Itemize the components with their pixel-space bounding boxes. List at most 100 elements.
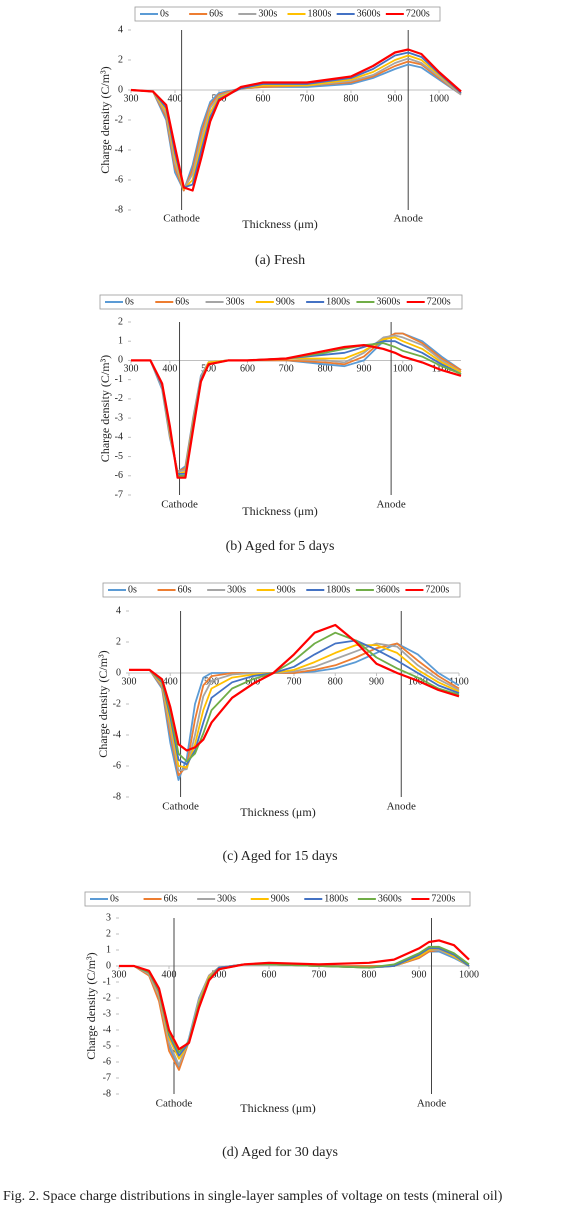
legend-label: 7200s: [425, 584, 449, 595]
series-line: [129, 639, 460, 766]
x-tick-label: 600: [256, 93, 271, 104]
y-tick-label: -1: [103, 976, 111, 987]
electrode-label: Cathode: [156, 1098, 193, 1110]
chart-caption: (a) Fresh: [255, 253, 305, 268]
x-axis-label: Thickness (μm): [240, 1101, 315, 1115]
x-tick-label: 300: [124, 364, 139, 375]
y-tick-label: -7: [115, 489, 123, 500]
legend-label: 1800s: [324, 893, 348, 904]
x-tick-label: 1000: [429, 93, 449, 104]
x-tick-label: 400: [163, 676, 178, 687]
legend-label: 60s: [175, 296, 189, 307]
x-axis-label: Thickness (μm): [240, 805, 315, 819]
y-tick-label: -2: [103, 992, 111, 1003]
x-tick-label: 500: [212, 969, 227, 980]
series-line: [119, 939, 470, 1051]
legend-label: 60s: [209, 8, 223, 19]
y-tick-label: 4: [118, 24, 123, 35]
legend-label: 7200s: [427, 296, 451, 307]
x-tick-label: 600: [240, 364, 255, 375]
x-tick-label: 300: [124, 93, 139, 104]
x-tick-label: 400: [162, 969, 177, 980]
x-tick-label: 900: [412, 969, 427, 980]
legend-label: 60s: [164, 893, 178, 904]
y-tick-label: 0: [118, 84, 123, 95]
x-tick-label: 300: [112, 969, 127, 980]
chart-caption: (c) Aged for 15 days: [222, 849, 337, 864]
series-line: [129, 642, 460, 772]
y-tick-label: -2: [115, 114, 123, 125]
x-tick-label: 800: [318, 364, 333, 375]
y-tick-label: 4: [116, 605, 121, 616]
chart-caption: (d) Aged for 30 days: [222, 1145, 338, 1160]
series-line: [129, 623, 460, 752]
y-axis-label: Charge density (C/m³): [84, 952, 98, 1059]
y-tick-label: 2: [116, 636, 121, 647]
x-tick-label: 700: [300, 93, 315, 104]
legend-label: 1800s: [326, 296, 350, 307]
series-line: [131, 344, 462, 479]
x-tick-label: 400: [162, 364, 177, 375]
series-line: [130, 51, 462, 189]
legend-label: 1800s: [308, 8, 332, 19]
y-tick-label: 0: [116, 667, 121, 678]
y-tick-label: 1: [106, 944, 111, 955]
series-line: [129, 644, 460, 769]
legend-label: 300s: [226, 296, 245, 307]
y-tick-label: -7: [103, 1072, 111, 1083]
y-tick-label: -8: [103, 1088, 111, 1099]
y-axis-label: Charge density (C/m³): [98, 355, 112, 462]
x-tick-label: 600: [262, 969, 277, 980]
y-tick-label: -5: [103, 1040, 111, 1051]
y-tick-label: -4: [113, 729, 121, 740]
series-line: [130, 48, 462, 192]
electrode-label: Anode: [387, 801, 416, 813]
legend-label: 300s: [227, 584, 246, 595]
x-tick-label: 700: [312, 969, 327, 980]
x-tick-label: 400: [168, 93, 183, 104]
x-tick-label: 900: [369, 676, 384, 687]
legend-label: 0s: [110, 893, 119, 904]
y-tick-label: 2: [106, 928, 111, 939]
y-tick-label: -1: [115, 374, 123, 385]
legend-label: 7200s: [406, 8, 430, 19]
legend-label: 900s: [277, 584, 296, 595]
x-tick-label: 600: [245, 676, 260, 687]
legend-label: 60s: [178, 584, 192, 595]
y-tick-label: -6: [103, 1056, 111, 1067]
legend-box: [102, 582, 461, 598]
electrode-label: Anode: [394, 213, 423, 225]
y-tick-label: -3: [103, 1008, 111, 1019]
x-tick-label: 1000: [459, 969, 479, 980]
y-tick-label: 3: [106, 912, 111, 923]
electrode-label: Anode: [376, 499, 405, 511]
y-axis-label: Charge density (C/m³): [96, 650, 110, 757]
y-tick-label: -6: [113, 760, 121, 771]
electrode-label: Cathode: [161, 499, 198, 511]
legend-label: 900s: [271, 893, 290, 904]
chart-caption: (b) Aged for 5 days: [226, 539, 335, 554]
y-tick-label: 1: [118, 336, 123, 347]
x-axis-label: Thickness (μm): [242, 504, 317, 518]
x-tick-label: 300: [122, 676, 137, 687]
y-tick-label: -8: [113, 791, 121, 802]
legend-label: 0s: [128, 584, 137, 595]
electrode-label: Anode: [417, 1098, 446, 1110]
x-tick-label: 800: [328, 676, 343, 687]
legend-label: 3600s: [376, 296, 400, 307]
legend-label: 7200s: [431, 893, 455, 904]
legend-label: 300s: [258, 8, 277, 19]
series-line: [119, 949, 470, 1067]
y-tick-label: -4: [115, 144, 123, 155]
figure-caption: Fig. 2. Space charge distributions in si…: [3, 1189, 503, 1204]
legend-label: 300s: [217, 893, 236, 904]
y-tick-label: 2: [118, 316, 123, 327]
y-tick-label: -8: [115, 204, 123, 215]
y-axis-label: Charge density (C/m³): [98, 66, 112, 173]
x-tick-label: 900: [388, 93, 403, 104]
y-tick-label: -3: [115, 412, 123, 423]
x-tick-label: 900: [356, 364, 371, 375]
plot-frame: [119, 918, 469, 1094]
legend-label: 3600s: [376, 584, 400, 595]
